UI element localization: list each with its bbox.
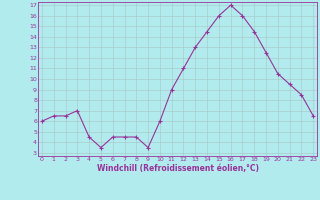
X-axis label: Windchill (Refroidissement éolien,°C): Windchill (Refroidissement éolien,°C) [97,164,259,173]
